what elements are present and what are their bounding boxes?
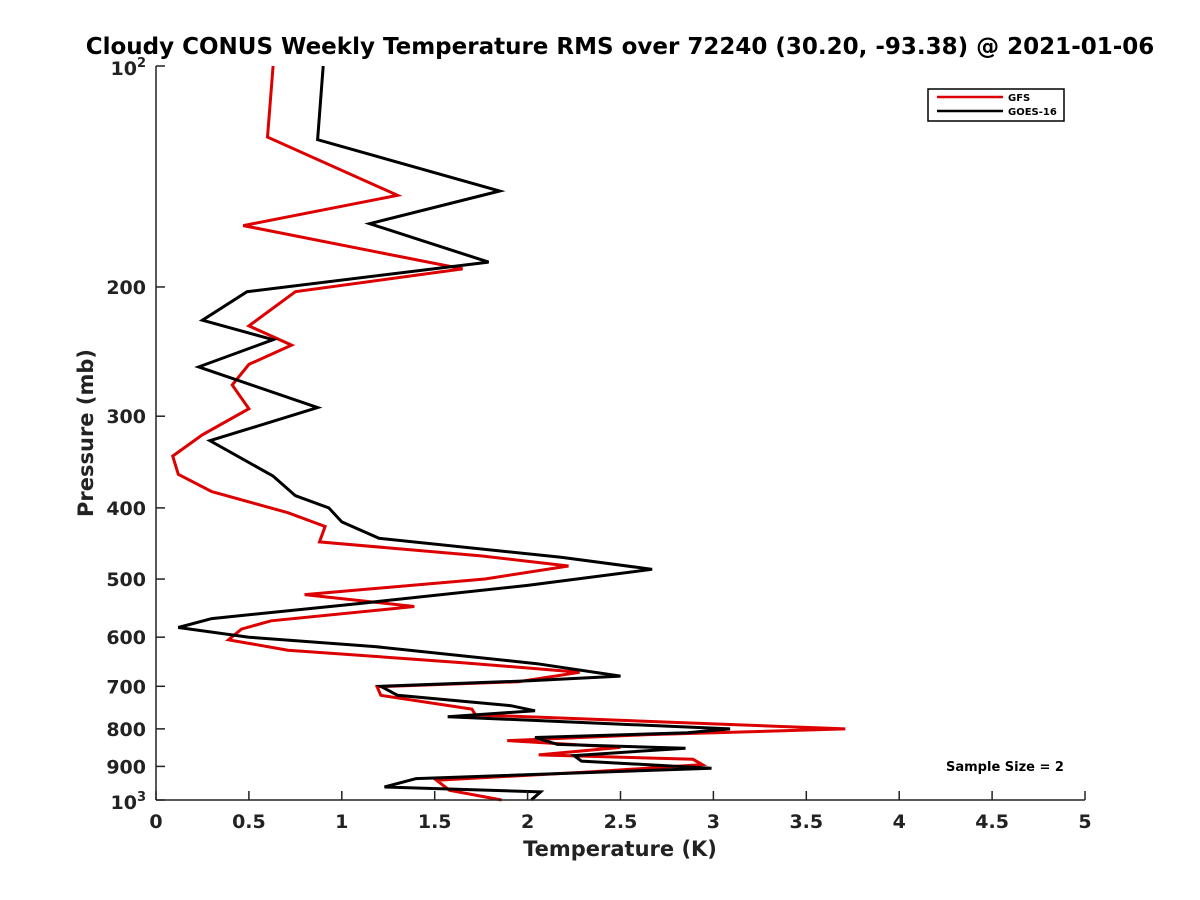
y-axis-ticks: 102 200 300 400 500 600 700 800 900 103 [106, 56, 165, 814]
x-tick-label: 0.5 [232, 811, 266, 833]
chart-title: Cloudy CONUS Weekly Temperature RMS over… [86, 34, 1155, 60]
y-tick-label: 102 [111, 56, 147, 80]
legend-label-goes16: GOES-16 [1008, 107, 1057, 118]
sample-size-annotation: Sample Size = 2 [946, 760, 1064, 775]
x-tick-label: 3 [707, 811, 720, 833]
x-tick-label: 4.5 [975, 811, 1009, 833]
x-tick-label: 3.5 [789, 811, 823, 833]
x-tick-label: 5 [1078, 811, 1091, 833]
plot-area [170, 65, 846, 802]
y-tick-label: 200 [106, 277, 146, 299]
y-tick-label: 300 [106, 406, 146, 428]
series-line-gfs [170, 65, 846, 802]
legend-box [927, 88, 1065, 122]
x-tick-label: 0 [149, 811, 162, 833]
y-tick-label: 900 [106, 756, 146, 778]
x-tick-label: 1.5 [418, 811, 452, 833]
series-line-goes16 [177, 65, 731, 802]
y-tick-label: 800 [106, 719, 146, 741]
y-axis-label: Pressure (mb) [74, 349, 98, 517]
legend: GFS GOES-16 [927, 88, 1065, 122]
y-tick-label: 600 [106, 627, 146, 649]
y-tick-label: 500 [106, 569, 146, 591]
x-tick-label: 2 [521, 811, 534, 833]
x-tick-label: 2.5 [604, 811, 638, 833]
legend-label-gfs: GFS [1008, 93, 1030, 104]
x-tick-label: 4 [893, 811, 906, 833]
axes [155, 66, 1085, 801]
y-tick-label: 103 [111, 790, 147, 814]
y-tick-label: 400 [106, 498, 146, 520]
x-tick-label: 1 [335, 811, 348, 833]
x-axis-label: Temperature (K) [523, 837, 717, 861]
y-tick-label: 700 [106, 676, 146, 698]
x-axis-ticks: 0 0.5 1 1.5 2 2.5 3 3.5 4 4.5 5 [149, 791, 1092, 833]
